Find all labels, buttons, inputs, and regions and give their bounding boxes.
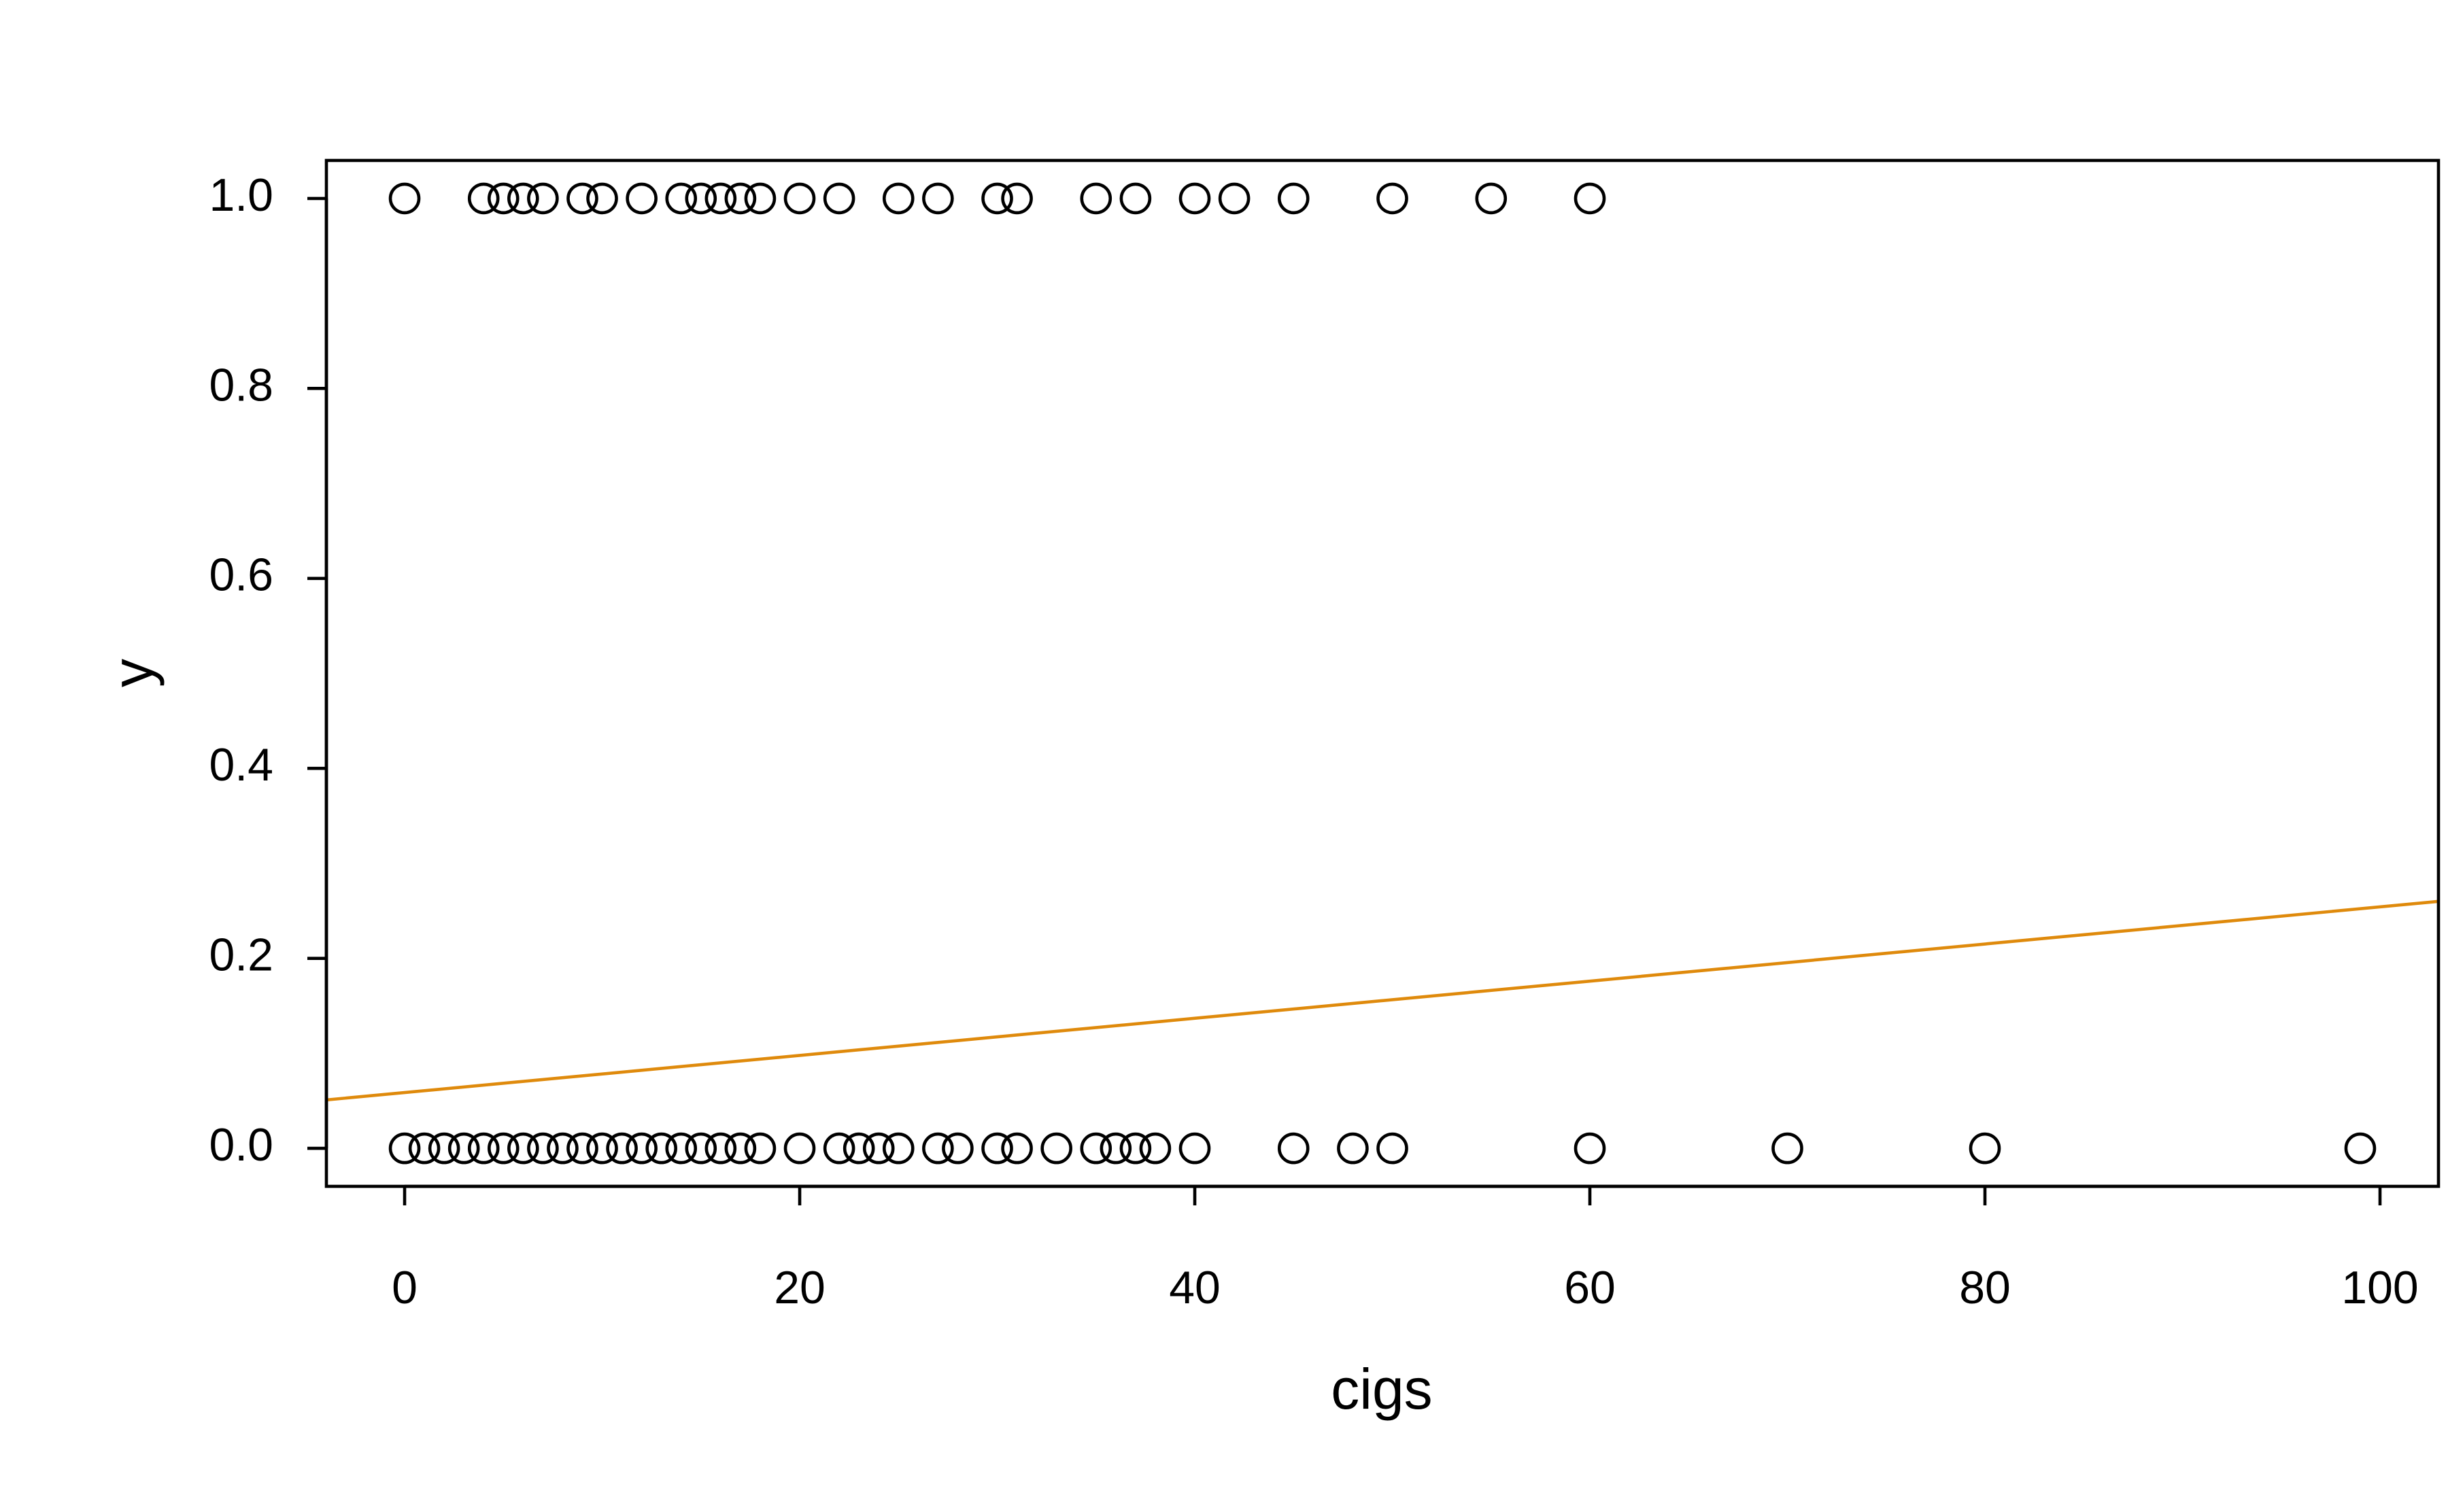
point [527,182,559,215]
y-axis-label: y [101,659,165,687]
point [388,182,421,215]
point [981,182,1013,215]
point [1969,1132,2001,1165]
point [665,182,698,215]
x-tick-label: 100 [2341,1262,2418,1313]
point [882,182,915,215]
y-tick-label: 0.6 [209,549,273,601]
point [626,182,658,215]
point [1080,182,1112,215]
point [823,1132,855,1165]
plot-frame [324,158,2441,1188]
point [586,182,618,215]
point [408,1132,441,1165]
point [566,182,598,215]
y-tick-label: 0.4 [209,739,273,791]
x-axis-label: cigs [1331,1357,1432,1421]
point [823,182,855,215]
point [606,1132,638,1165]
point [1100,1132,1132,1165]
point [1771,1132,1803,1165]
point [527,1132,559,1165]
point [1139,1132,1172,1165]
point [922,1132,954,1165]
point [1277,182,1310,215]
point [1574,1132,1606,1165]
point [566,1132,598,1165]
point [1001,1132,1033,1165]
y-tick-label: 0.0 [209,1119,273,1171]
x-tick-label: 80 [1959,1262,2011,1313]
point [685,1132,717,1165]
point [704,1132,737,1165]
point [1178,182,1211,215]
x-tick-label: 60 [1564,1262,1616,1313]
point [428,1132,460,1165]
point [1119,182,1152,215]
point [388,1132,421,1165]
point [645,1132,677,1165]
point [1475,182,1508,215]
y-tick-label: 1.0 [209,169,273,221]
point [744,182,777,215]
point [724,182,757,215]
point [665,1132,698,1165]
point [487,1132,520,1165]
point [1119,1132,1152,1165]
fit-line [326,899,2439,1102]
y-tick-label: 0.2 [209,929,273,981]
point [507,1132,539,1165]
point [1080,1132,1112,1165]
point [685,182,717,215]
point [547,1132,579,1165]
point [2344,1132,2377,1165]
point [1574,182,1606,215]
point [1178,1132,1211,1165]
x-tick-label: 20 [774,1262,826,1313]
point [922,182,954,215]
x-tick-label: 40 [1169,1262,1221,1313]
point [467,182,500,215]
x-tick-label: 0 [392,1262,418,1313]
point [724,1132,757,1165]
point [843,1132,875,1165]
point [783,1132,816,1165]
point [981,1132,1013,1165]
point [1277,1132,1310,1165]
point [447,1132,480,1165]
point [942,1132,974,1165]
point [1040,1132,1072,1165]
y-tick-label: 0.8 [209,359,273,411]
point [783,182,816,215]
point [1376,182,1408,215]
point [1376,1132,1408,1165]
point [744,1132,777,1165]
point [882,1132,915,1165]
point [507,182,539,215]
point [586,1132,618,1165]
point [862,1132,895,1165]
point [626,1132,658,1165]
point [487,182,520,215]
point [467,1132,500,1165]
point [704,182,737,215]
point [1218,182,1251,215]
point [1001,182,1033,215]
point [1337,1132,1369,1165]
